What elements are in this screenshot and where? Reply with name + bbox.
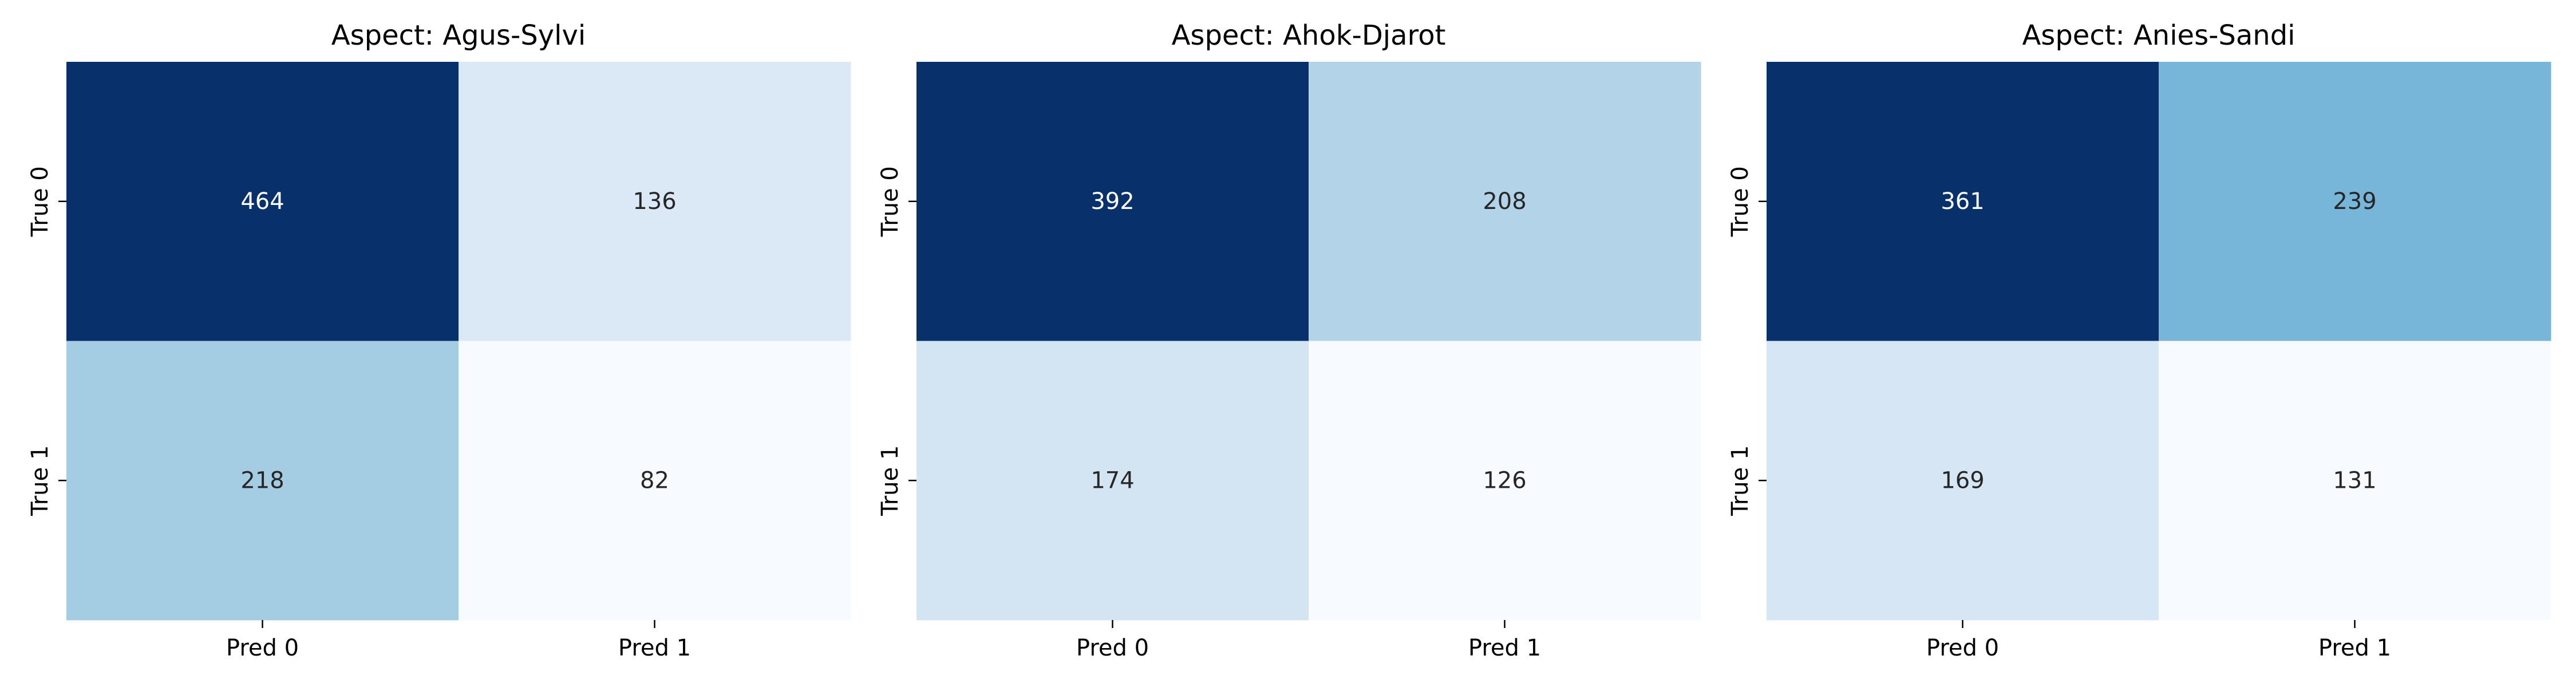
x-tick-label: Pred 0: [1926, 635, 1999, 661]
x-tick-label: Pred 1: [618, 635, 691, 661]
heatmap-cell: [459, 62, 851, 341]
y-tick-label: True 0: [27, 166, 53, 237]
heatmap-cell: [1309, 341, 1701, 621]
cell-value-label: 82: [640, 467, 669, 493]
heatmap-panel-2: Aspect: Ahok-Djarot 392 208 174 126 Pred 0 Pre…: [877, 19, 1701, 661]
heatmap-panel-3: Aspect: Anies-Sandi 361 239 169 131 Pred 0 Pre…: [1727, 19, 2551, 661]
heatmap-cell: [916, 341, 1309, 621]
cell-value-label: 239: [2333, 188, 2376, 215]
heatmap-cell: [2159, 62, 2551, 341]
panel-title: Aspect: Anies-Sandi: [2022, 19, 2295, 52]
heatmap-cell: [66, 341, 459, 621]
heatmap-cell: [2159, 341, 2551, 621]
cell-value-label: 131: [2333, 467, 2376, 493]
heatmap-cell: [66, 62, 459, 341]
heatmap-cell: [1309, 62, 1701, 341]
cell-value-label: 174: [1091, 467, 1134, 493]
heatmap-panel-1: Aspect: Agus-Sylvi 464 136 218 82 Pred 0 Pred …: [27, 19, 851, 661]
cell-value-label: 169: [1941, 467, 1984, 493]
x-tick-label: Pred 0: [1076, 635, 1149, 661]
heatmap-cell: [916, 62, 1309, 341]
panel-title: Aspect: Ahok-Djarot: [1172, 19, 1446, 52]
y-tick-label: True 1: [27, 445, 53, 516]
y-tick-label: True 1: [877, 445, 903, 516]
x-tick-label: Pred 0: [226, 635, 299, 661]
heatmap-cell: [1767, 62, 2159, 341]
cell-value-label: 218: [240, 467, 284, 493]
heatmap-cell: [459, 341, 851, 621]
y-tick-label: True 0: [1727, 166, 1753, 237]
y-tick-label: True 0: [877, 166, 903, 237]
x-tick-label: Pred 1: [2318, 635, 2391, 661]
heatmap-cell: [1767, 341, 2159, 621]
cell-value-label: 464: [240, 188, 284, 215]
cell-value-label: 208: [1483, 188, 1526, 215]
cell-value-label: 136: [633, 188, 676, 215]
cell-value-label: 392: [1091, 188, 1134, 215]
y-tick-label: True 1: [1727, 445, 1753, 516]
cell-value-label: 361: [1941, 188, 1984, 215]
cell-value-label: 126: [1483, 467, 1526, 493]
panel-title: Aspect: Agus-Sylvi: [331, 19, 586, 52]
x-tick-label: Pred 1: [1468, 635, 1541, 661]
